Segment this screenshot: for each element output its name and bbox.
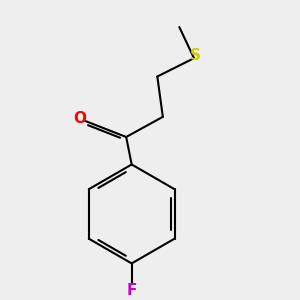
Text: F: F [127, 283, 137, 298]
Text: S: S [190, 48, 201, 63]
Text: O: O [73, 111, 86, 126]
